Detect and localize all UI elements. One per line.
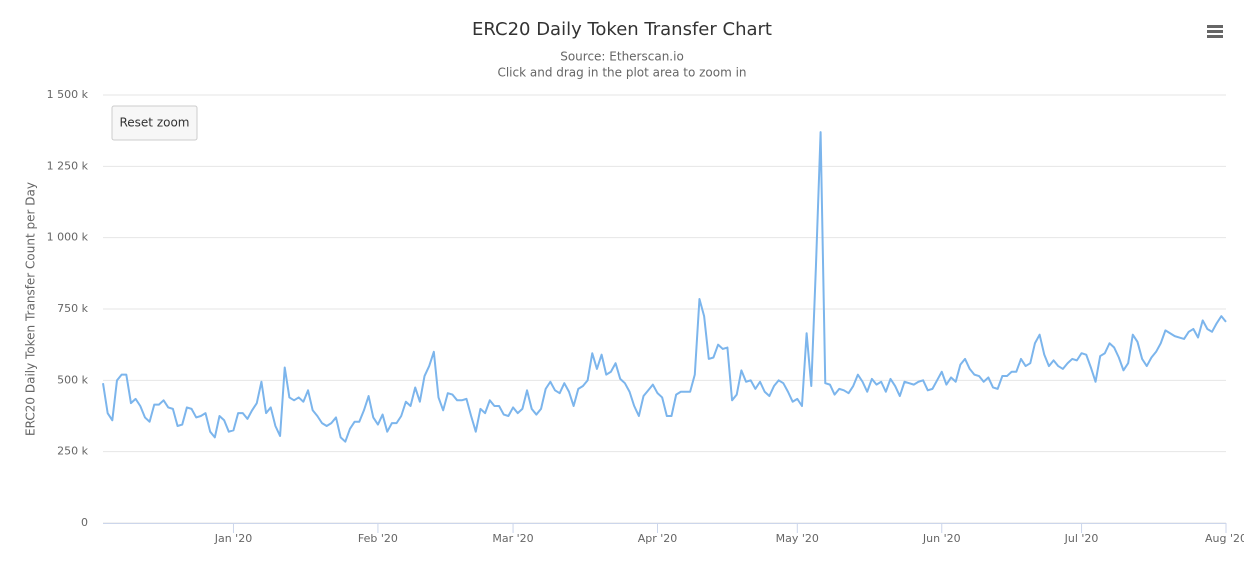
y-tick-label: 1 250 k xyxy=(47,159,89,172)
plot xyxy=(102,131,1227,443)
series-line xyxy=(102,131,1227,443)
reset-zoom-label[interactable]: Reset zoom xyxy=(119,116,189,130)
y-tick-label: 750 k xyxy=(57,302,88,315)
x-tick-label: Mar '20 xyxy=(492,532,533,545)
chart-title: ERC20 Daily Token Transfer Chart xyxy=(472,19,772,40)
y-tick-label: 1 500 k xyxy=(47,88,89,101)
x-tick-label: Jul '20 xyxy=(1064,532,1099,545)
x-tick-label: Apr '20 xyxy=(638,532,678,545)
zoom-hint: Click and drag in the plot area to zoom … xyxy=(497,66,746,80)
grid: 0 250 k 500 k 750 k 1 000 k 1 250 k 1 500 k Jan… xyxy=(47,88,1244,545)
y-tick-label: 250 k xyxy=(57,445,88,458)
menu-button[interactable] xyxy=(1205,24,1225,40)
x-tick-label: Jun '20 xyxy=(922,532,961,545)
x-tick-label: Aug '20 xyxy=(1205,532,1244,545)
y-tick-label: 0 xyxy=(81,516,88,529)
reset-zoom-button[interactable]: Reset zoom xyxy=(111,105,198,141)
x-tick-label: Jan '20 xyxy=(214,532,252,545)
menu-bar xyxy=(1207,25,1223,28)
y-axis-title: ERC20 Daily Token Transfer Count per Day xyxy=(24,182,38,436)
chart-subtitle: Source: Etherscan.io xyxy=(560,50,684,64)
x-tick-label: May '20 xyxy=(776,532,819,545)
reset-zoom-box[interactable] xyxy=(111,105,198,141)
menu-bar xyxy=(1207,35,1223,38)
x-tick-label: Feb '20 xyxy=(358,532,398,545)
menu-bar xyxy=(1207,30,1223,33)
y-tick-label: 500 k xyxy=(57,373,88,386)
y-tick-label: 1 000 k xyxy=(47,231,89,244)
